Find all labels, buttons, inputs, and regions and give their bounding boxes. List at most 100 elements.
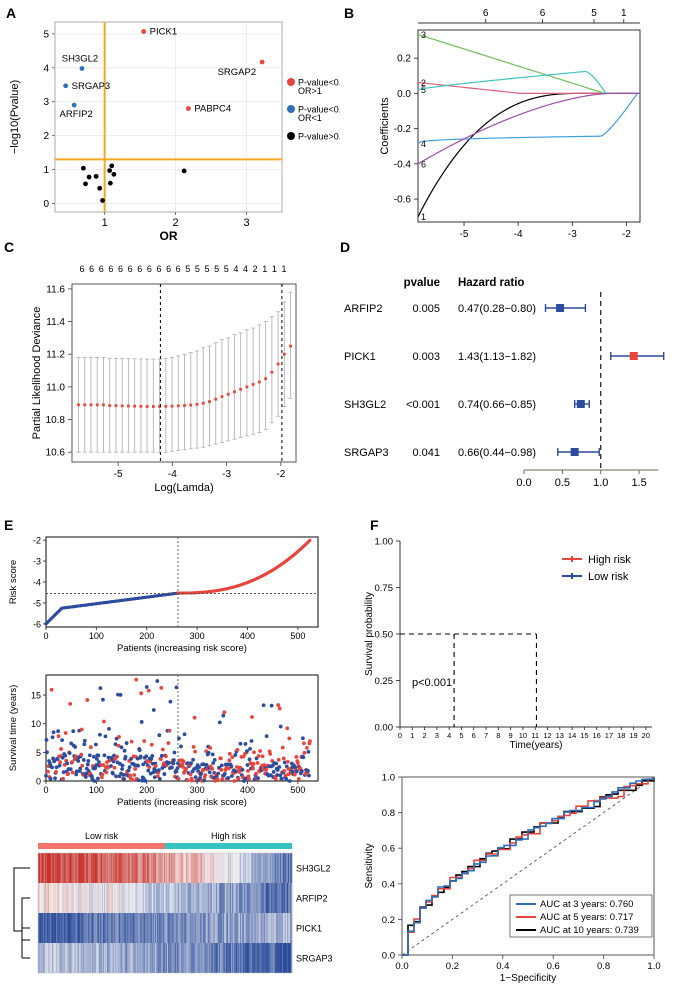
- heatmap-cell: [217, 883, 220, 913]
- survival-point: [92, 779, 97, 783]
- heatmap-cell: [232, 943, 234, 973]
- heatmap-cell: [185, 883, 187, 913]
- heatmap-cell: [234, 943, 236, 973]
- heatmap-cell: [163, 913, 166, 943]
- heatmap-cell: [166, 943, 168, 973]
- heatmap-cell: [140, 913, 142, 943]
- x-tick-label: 200: [139, 631, 154, 641]
- heatmap-cell: [222, 853, 225, 883]
- y-tick-label: 5: [43, 29, 49, 40]
- heatmap-cell: [209, 853, 212, 883]
- panel-d-label: D: [340, 239, 351, 255]
- heatmap-cell: [110, 853, 112, 883]
- heatmap-cell: [271, 943, 274, 973]
- heatmap-cell: [56, 913, 58, 943]
- heatmap-cell: [212, 853, 215, 883]
- heatmap-cell: [192, 883, 194, 913]
- survival-point: [236, 776, 241, 781]
- heatmap-cell: [257, 853, 259, 883]
- y-tick-label: 2: [43, 131, 49, 142]
- heatmap-cell: [77, 943, 79, 973]
- heatmap-cell: [213, 853, 216, 883]
- heatmap-cell: [124, 913, 126, 943]
- survival-point: [256, 754, 261, 758]
- heatmap-cell: [50, 883, 52, 913]
- heatmap-cell: [226, 853, 229, 883]
- survival-point: [51, 730, 56, 735]
- heatmap-cell: [223, 943, 226, 973]
- heatmap-cell: [206, 883, 209, 913]
- heatmap-cell: [112, 913, 114, 943]
- survival-point: [254, 771, 258, 776]
- y-tick-label: 0.4: [382, 879, 395, 890]
- heatmap-cell: [73, 853, 75, 883]
- heatmap-cell: [59, 913, 61, 943]
- heatmap-cell: [75, 913, 77, 943]
- heatmap-cell: [224, 913, 227, 943]
- survival-point: [153, 764, 158, 768]
- heatmap-cell: [99, 883, 102, 913]
- survival-point: [238, 741, 243, 746]
- heatmap-cell: [70, 913, 72, 943]
- panel-c-svg: 6 6 6 6 6 6 6 6 6 6 6 5 5 5 5 5 4 4 2 1 1 110.610.811.011.211…: [31, 264, 297, 494]
- heatmap-cell: [66, 913, 68, 943]
- survival-point: [181, 759, 186, 764]
- heatmap-cell: [40, 943, 42, 973]
- heatmap-cell: [129, 943, 131, 973]
- heatmap-cell: [232, 853, 234, 883]
- heatmap-cell: [273, 853, 276, 883]
- survival-point: [198, 775, 203, 780]
- high-risk-label: High risk: [211, 831, 247, 841]
- heatmap-cell: [100, 853, 103, 883]
- heatmap-cell: [148, 853, 151, 883]
- survival-point: [144, 754, 149, 759]
- heatmap-cell: [244, 913, 246, 943]
- heatmap-cell: [225, 853, 228, 883]
- heatmap-cell: [290, 943, 293, 973]
- survival-point: [219, 767, 224, 772]
- heatmap-cell: [178, 883, 180, 913]
- heatmap-cell: [172, 853, 174, 883]
- x-tick-label: 0.4: [496, 961, 509, 972]
- survival-point: [247, 757, 252, 762]
- survival-point: [103, 734, 108, 739]
- heatmap-cell: [40, 853, 42, 883]
- x-tick-label: 3: [243, 217, 249, 229]
- heatmap-cell: [130, 883, 132, 913]
- heatmap-cell: [225, 883, 228, 913]
- heatmap-cell: [117, 943, 119, 973]
- heatmap-cell: [69, 913, 71, 943]
- heatmap-cell: [107, 883, 109, 913]
- survival-point: [193, 775, 198, 780]
- row-hr-arfip2: 0.47(0.28−0.80): [458, 303, 536, 315]
- heatmap-cell: [156, 883, 159, 913]
- heatmap-cell: [245, 913, 247, 943]
- survival-point: [262, 763, 267, 767]
- heatmap-cell: [122, 853, 124, 883]
- roc-legend-label-1: AUC at 5 years: 0.717: [540, 912, 633, 923]
- x-tick-label: 18: [617, 731, 625, 740]
- heatmap-cell: [83, 853, 86, 883]
- heatmap-cell: [263, 943, 265, 973]
- heatmap-cell: [76, 853, 78, 883]
- x-tick-label: -2: [276, 469, 285, 480]
- heatmap-cell: [272, 853, 275, 883]
- heatmap-cell: [234, 883, 236, 913]
- roc-curve-3y: [402, 777, 655, 956]
- heatmap-cell: [275, 943, 278, 973]
- heatmap-cell: [145, 943, 148, 973]
- survival-point: [193, 749, 197, 754]
- heatmap-cell: [226, 913, 229, 943]
- survival-point: [211, 761, 216, 765]
- heatmap-cell: [60, 853, 62, 883]
- survival-point: [222, 772, 227, 776]
- heatmap-cell: [211, 943, 214, 973]
- survival-point: [202, 778, 207, 783]
- heatmap-cell: [290, 913, 293, 943]
- x-tick-label: 7: [484, 731, 488, 740]
- survival-point: [149, 757, 154, 761]
- heatmap-cell: [141, 853, 143, 883]
- survival-point: [182, 732, 187, 737]
- heatmap-cell: [67, 913, 69, 943]
